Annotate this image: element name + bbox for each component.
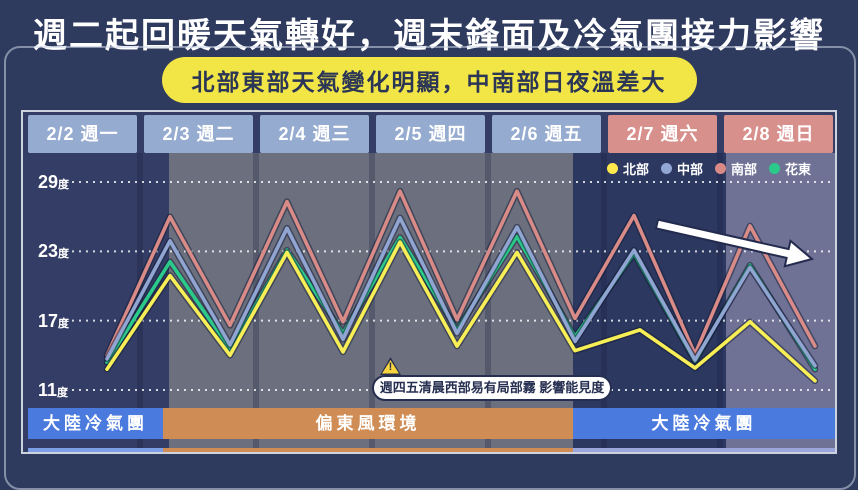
- legend-dot-icon: [769, 163, 781, 174]
- y-axis-unit: 度: [58, 248, 70, 261]
- day-header-2-6: 2/6 週五: [492, 115, 601, 153]
- legend-item-花東: 花東: [769, 159, 811, 178]
- y-axis-label-23: 23度: [38, 239, 69, 263]
- y-axis-label-17: 17度: [38, 309, 69, 333]
- legend-item-北部: 北部: [607, 159, 649, 178]
- legend-label: 北部: [623, 162, 650, 177]
- synoptic-bar-row-partial: [23, 448, 835, 452]
- synoptic-bar-partial-1: [163, 448, 573, 452]
- fog-note-pill: 週四五清晨西部易有局部霧 影響能見度: [372, 375, 612, 401]
- trend-arrow: [654, 218, 815, 268]
- legend-item-中部: 中部: [661, 159, 703, 178]
- synoptic-bar-0: 大陸冷氣團: [28, 408, 163, 439]
- synoptic-bar-2: 大陸冷氣團: [573, 408, 835, 439]
- y-axis-value: 29: [38, 172, 59, 192]
- day-header-2-3: 2/3 週二: [144, 115, 253, 153]
- legend-label: 南部: [731, 162, 758, 177]
- zone-sunday-highlight: [726, 153, 835, 452]
- legend-item-南部: 南部: [715, 159, 757, 178]
- series-花東: [105, 234, 817, 372]
- series-北部: [105, 240, 817, 383]
- synoptic-bar-partial-2: [573, 448, 835, 452]
- series-中部: [105, 216, 817, 368]
- legend-dot-icon: [715, 163, 727, 174]
- day-header-2-2: 2/2 週一: [28, 115, 137, 153]
- day-header-2-4: 2/4 週三: [260, 115, 369, 153]
- warning-exclamation: !: [388, 361, 393, 373]
- y-axis-unit: 度: [58, 317, 70, 330]
- day-header-2-5: 2/5 週四: [376, 115, 485, 153]
- y-axis-value: 17: [38, 310, 59, 331]
- y-axis-label-11: 11度: [38, 378, 68, 402]
- legend-label: 中部: [677, 162, 704, 177]
- series-花東-outline: [103, 233, 819, 373]
- y-axis-label-29: 29度: [38, 170, 69, 194]
- y-axis-value: 23: [38, 241, 59, 262]
- legend-label: 花東: [785, 162, 812, 177]
- chart-panel: 29度 23度 17度 11度 2/2 週一 2/3 週二 2/4 週三 2/5 週四 2/6…: [21, 110, 837, 454]
- main-title: 週二起回暖天氣轉好，週末鋒面及冷氣團接力影響: [33, 17, 825, 55]
- y-axis-unit: 度: [57, 387, 69, 399]
- synoptic-bar-1: 偏東風環境: [163, 408, 573, 439]
- subtitle-badge: 北部東部天氣變化明顯，中南部日夜溫差大: [161, 57, 697, 103]
- legend-dot-icon: [661, 163, 673, 174]
- y-axis-unit: 度: [58, 179, 70, 191]
- day-header-row: 2/2 週一 2/3 週二 2/4 週三 2/5 週四 2/6 週五 2/7 週六 2/8 …: [28, 115, 833, 153]
- synoptic-bar-partial-0: [28, 448, 163, 452]
- legend-dot-icon: [607, 163, 618, 174]
- chart-legend: 北部 中部 南部 花東: [607, 159, 811, 178]
- day-header-2-7: 2/7 週六: [608, 115, 717, 153]
- day-header-2-8: 2/8 週日: [724, 115, 833, 153]
- y-axis-value: 11: [38, 380, 58, 400]
- synoptic-bar-row: 大陸冷氣團 偏東風環境 大陸冷氣團: [23, 408, 835, 439]
- subtitle-badge-wrap: 北部東部天氣變化明顯，中南部日夜溫差大: [0, 57, 858, 103]
- temperature-line-chart: [65, 181, 833, 391]
